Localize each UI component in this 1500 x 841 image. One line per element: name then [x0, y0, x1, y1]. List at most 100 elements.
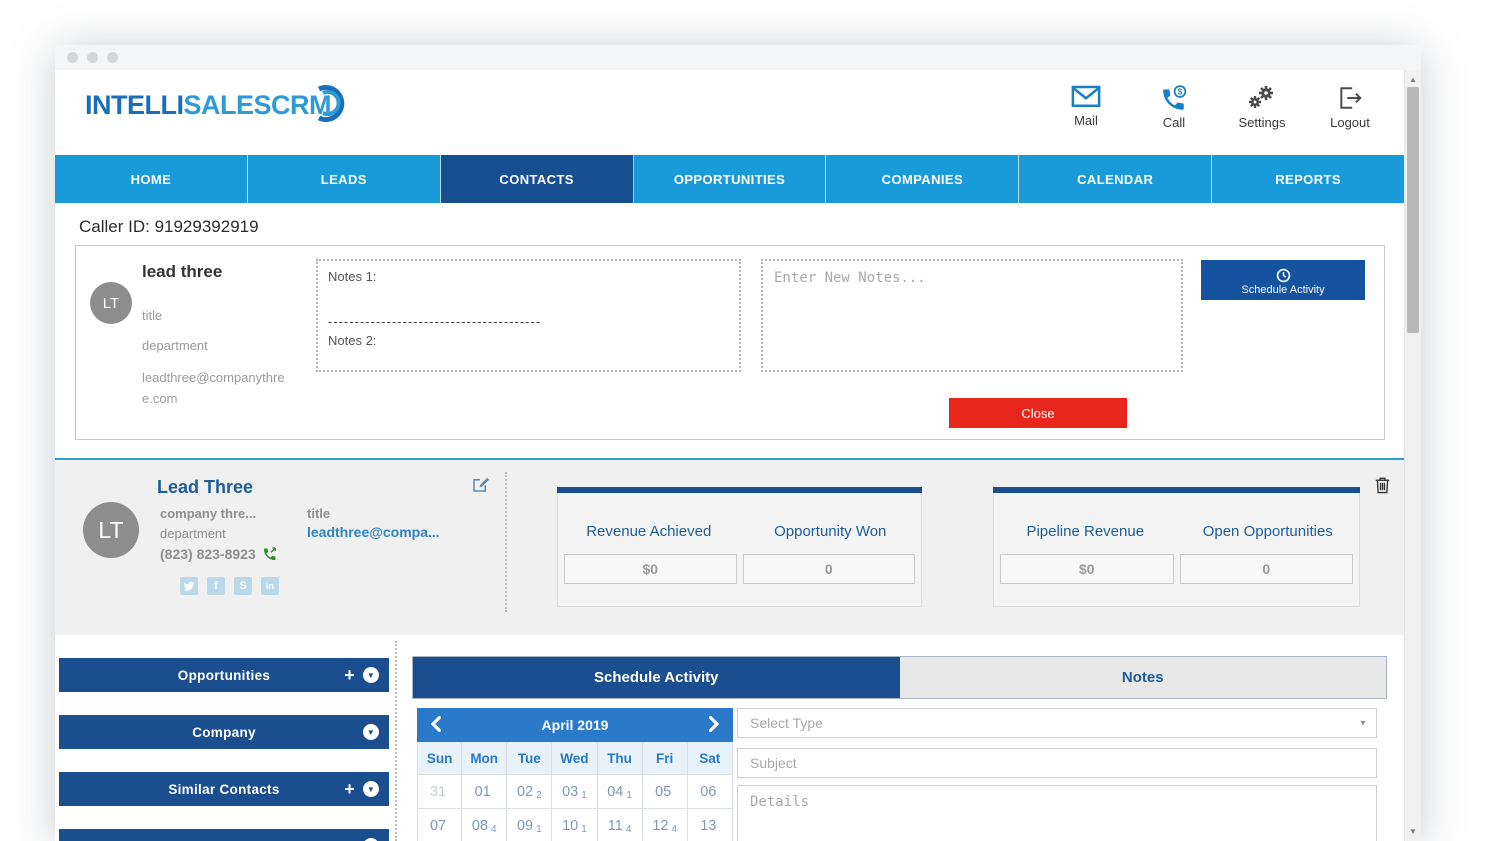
nav-opportunities[interactable]: OPPORTUNITIES	[634, 155, 827, 203]
add-opportunity-icon[interactable]: +	[344, 664, 355, 685]
logout-button[interactable]: Logout	[1319, 85, 1381, 132]
card-accent-bar	[557, 487, 922, 493]
scrollbar[interactable]: ▲ ▼	[1404, 70, 1421, 841]
calendar-day[interactable]: 11 4	[597, 809, 643, 841]
contact-summary: LT Lead Three company thre... department…	[55, 460, 1404, 635]
window-dot	[87, 52, 98, 63]
revenue-achieved-value: $0	[564, 554, 737, 584]
expand-similar-contacts-icon[interactable]: ▼	[363, 781, 379, 797]
add-similar-contact-icon[interactable]: +	[344, 778, 355, 799]
contact-email-link[interactable]: leadthree@compa...	[307, 524, 440, 540]
linkedin-icon[interactable]: in	[261, 577, 279, 595]
caller-email: leadthree@companythree.com	[142, 370, 285, 406]
window-dot	[67, 52, 78, 63]
logo-swoosh-icon	[317, 85, 345, 122]
calendar-day[interactable]: 31	[417, 775, 463, 809]
next-month-icon[interactable]	[708, 715, 720, 735]
logout-label: Logout	[1330, 115, 1370, 130]
scroll-down-icon[interactable]: ▼	[1409, 827, 1417, 836]
opportunity-won-value: 0	[742, 554, 915, 584]
calendar-day[interactable]: 10 1	[552, 809, 598, 841]
twitter-icon[interactable]	[180, 577, 198, 595]
avatar: LT	[90, 282, 132, 324]
social-links: f S in	[180, 577, 279, 595]
tab-schedule-activity[interactable]: Schedule Activity	[413, 657, 900, 698]
contact-name: Lead Three	[157, 477, 254, 497]
main-nav: HOME LEADS CONTACTS OPPORTUNITIES COMPAN…	[55, 155, 1404, 203]
sidebar-section-opportunities[interactable]: Opportunities + ▼	[59, 658, 389, 692]
tab-notes[interactable]: Notes	[899, 657, 1386, 698]
nav-contacts[interactable]: CONTACTS	[440, 155, 634, 203]
nav-reports[interactable]: REPORTS	[1275, 171, 1341, 187]
pipeline-revenue-label: Pipeline Revenue	[1026, 523, 1145, 540]
calendar-header: April 2019	[417, 708, 733, 742]
calendar-day-headers: Sun Mon Tue Wed Thu Fri Sat	[417, 742, 733, 775]
logout-icon	[1340, 87, 1362, 109]
app-logo: INTELLISALESCRM	[85, 85, 345, 122]
schedule-activity-button[interactable]: Schedule Activity	[1201, 260, 1365, 300]
call-button[interactable]: $ Call	[1143, 85, 1205, 132]
call-label: Call	[1162, 115, 1186, 130]
delete-contact-icon[interactable]	[1373, 475, 1392, 500]
skype-icon[interactable]: S	[234, 577, 252, 595]
calendar-day[interactable]: 08 4	[462, 809, 508, 841]
logo-text-intelli: INTELLI	[85, 90, 184, 120]
caller-department: department	[142, 338, 208, 353]
caller-title: title	[142, 308, 163, 323]
avatar: LT	[83, 502, 139, 558]
calendar-day[interactable]: 12 4	[642, 809, 688, 841]
facebook-icon[interactable]: f	[207, 577, 225, 595]
calendar-day[interactable]: 05	[642, 775, 688, 809]
sidebar-section-company[interactable]: Company ▼	[59, 715, 389, 749]
card-accent-bar	[993, 487, 1360, 493]
app-window: INTELLISALESCRM Mail $ Call	[55, 45, 1421, 841]
prev-month-icon[interactable]	[430, 715, 442, 735]
scrollbar-thumb[interactable]	[1407, 87, 1419, 333]
settings-gear-icon	[1249, 86, 1273, 108]
header-actions: Mail $ Call Sett	[1055, 85, 1381, 132]
subject-input[interactable]	[737, 748, 1377, 778]
open-opportunities-label: Open Opportunities	[1202, 523, 1333, 540]
nav-home[interactable]: HOME	[55, 155, 248, 203]
calendar-day[interactable]: 01	[462, 775, 508, 809]
close-button[interactable]: Close	[949, 398, 1127, 428]
contact-phone: (823) 823-8923	[160, 546, 278, 562]
calendar-day[interactable]: 09 1	[507, 809, 553, 841]
settings-label: Settings	[1238, 115, 1286, 130]
details-input[interactable]	[737, 785, 1377, 841]
notes-line-2: Notes 2:	[328, 333, 377, 348]
sidebar-section-similar-contacts[interactable]: Similar Contacts + ▼	[59, 772, 389, 806]
calendar-week-row: 07 08 4 09 1 10 1 11 4 12 4 13	[417, 809, 733, 841]
scroll-up-icon[interactable]: ▲	[1409, 75, 1417, 84]
calendar-day[interactable]: 03 1	[552, 775, 598, 809]
svg-text:$: $	[1178, 87, 1183, 96]
sidebar-section-cropped[interactable]: +▼	[59, 829, 389, 841]
activity-type-select[interactable]: Select Type ▼	[737, 708, 1377, 738]
nav-calendar[interactable]: CALENDAR	[1019, 155, 1213, 203]
calendar-day[interactable]: 06	[687, 775, 733, 809]
caller-name: lead three	[142, 262, 223, 281]
contact-company: company thre...	[160, 506, 257, 521]
settings-button[interactable]: Settings	[1231, 85, 1293, 132]
calendar-day[interactable]: 07	[417, 809, 463, 841]
opportunity-won-label: Opportunity Won	[774, 523, 887, 540]
calendar-day[interactable]: 13	[687, 809, 733, 841]
notes-display: Notes 1: -------------------------------…	[316, 259, 741, 372]
expand-opportunities-icon[interactable]: ▼	[363, 667, 379, 683]
calendar-day[interactable]: 04 1	[597, 775, 643, 809]
nav-leads[interactable]: LEADS	[248, 155, 441, 203]
activity-tabs: Schedule Activity Notes	[412, 656, 1387, 699]
expand-icon[interactable]: ▼	[363, 838, 379, 841]
edit-contact-icon[interactable]	[471, 476, 489, 499]
expand-company-icon[interactable]: ▼	[363, 724, 379, 740]
new-notes-input[interactable]	[761, 259, 1183, 372]
calendar-day[interactable]: 02 2	[507, 775, 553, 809]
activity-calendar: April 2019 Sun Mon Tue Wed Thu Fri Sat 3…	[417, 708, 733, 841]
notes-separator: ----------------------------------------	[328, 314, 542, 329]
add-icon[interactable]: +	[344, 836, 355, 841]
mail-button[interactable]: Mail	[1055, 85, 1117, 132]
caller-panel: LT lead three title department leadthree…	[75, 245, 1385, 440]
call-made-icon[interactable]	[262, 546, 278, 562]
pipeline-revenue-value: $0	[1000, 554, 1174, 584]
nav-companies[interactable]: COMPANIES	[826, 155, 1020, 203]
